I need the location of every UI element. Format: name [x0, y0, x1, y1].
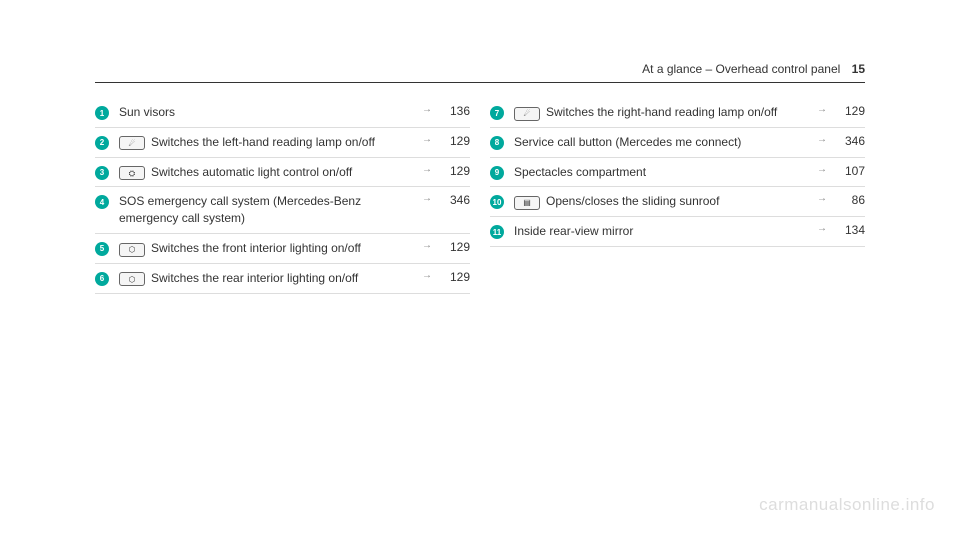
item-label: Switches automatic light control on/off	[151, 165, 352, 179]
item-label: SOS emergency call system (Mercedes-Benz…	[119, 194, 361, 225]
item-number-badge: 1	[95, 106, 109, 120]
item-number-badge: 2	[95, 136, 109, 150]
item-page-ref: 129	[440, 164, 470, 178]
item-number-badge: 3	[95, 166, 109, 180]
arrow-icon: →	[422, 270, 432, 281]
header-divider	[95, 82, 865, 83]
item-label: Sun visors	[119, 105, 175, 119]
list-item: 4 SOS emergency call system (Mercedes-Ben…	[95, 187, 470, 234]
item-description: ⬡ Switches the front interior lighting on…	[119, 240, 414, 257]
arrow-icon: →	[422, 164, 432, 175]
item-text: Inside rear-view mirror	[514, 223, 809, 240]
item-number-badge: 5	[95, 242, 109, 256]
item-label: Switches the rear interior lighting on/o…	[151, 271, 358, 285]
item-label: Switches the right-hand reading lamp on/…	[546, 105, 777, 119]
list-item: 3 ⛭ Switches automatic light control on/of…	[95, 158, 470, 188]
item-label: Inside rear-view mirror	[514, 224, 633, 238]
item-description: SOS emergency call system (Mercedes-Benz…	[119, 193, 414, 227]
item-number-badge: 8	[490, 136, 504, 150]
item-page-ref: 136	[440, 104, 470, 118]
item-description: Sun visors	[119, 104, 414, 121]
list-item: 1 Sun visors → 136	[95, 98, 470, 128]
item-text: ▤ Opens/closes the sliding sunroof	[514, 193, 809, 210]
item-description: Spectacles compartment	[514, 164, 809, 181]
item-label: Spectacles compartment	[514, 165, 646, 179]
item-label: Switches the left-hand reading lamp on/o…	[151, 135, 375, 149]
item-text: ⬡ Switches the front interior lighting on…	[119, 240, 414, 257]
item-text: Spectacles compartment	[514, 164, 809, 181]
item-description: Service call button (Mercedes me connect…	[514, 134, 809, 151]
item-page-ref: 86	[835, 193, 865, 207]
control-icon: ▤	[514, 196, 540, 210]
item-description: ☄ Switches the right-hand reading lamp on…	[514, 104, 809, 121]
list-item: 6 ⬡ Switches the rear interior lighting on…	[95, 264, 470, 294]
page-number: 15	[852, 62, 865, 76]
arrow-icon: →	[817, 134, 827, 145]
item-label: Service call button (Mercedes me connect…	[514, 135, 741, 149]
content-columns: 1 Sun visors → 136 2 ☄ Switches the left-hand …	[95, 98, 865, 294]
list-item: 9 Spectacles compartment → 107	[490, 158, 865, 188]
item-page-ref: 129	[440, 270, 470, 284]
item-text: Sun visors	[119, 104, 414, 121]
item-number-badge: 6	[95, 272, 109, 286]
list-item: 5 ⬡ Switches the front interior lighting o…	[95, 234, 470, 264]
item-description: Inside rear-view mirror	[514, 223, 809, 240]
list-item: 8 Service call button (Mercedes me connec…	[490, 128, 865, 158]
item-page-ref: 129	[440, 240, 470, 254]
control-icon: ⬡	[119, 243, 145, 257]
item-number-badge: 11	[490, 225, 504, 239]
item-label: Switches the front interior lighting on/…	[151, 241, 361, 255]
item-description: ⛭ Switches automatic light control on/off	[119, 164, 414, 181]
control-icon: ⛭	[119, 166, 145, 180]
arrow-icon: →	[817, 164, 827, 175]
section-title: At a glance – Overhead control panel	[642, 62, 840, 76]
item-text: ☄ Switches the right-hand reading lamp on…	[514, 104, 809, 121]
item-description: ⬡ Switches the rear interior lighting on/…	[119, 270, 414, 287]
control-icon: ☄	[514, 107, 540, 121]
item-number-badge: 7	[490, 106, 504, 120]
item-page-ref: 134	[835, 223, 865, 237]
list-item: 2 ☄ Switches the left-hand reading lamp on…	[95, 128, 470, 158]
item-text: ⛭ Switches automatic light control on/off	[119, 164, 414, 181]
arrow-icon: →	[817, 193, 827, 204]
item-page-ref: 129	[440, 134, 470, 148]
list-item: 7 ☄ Switches the right-hand reading lamp o…	[490, 98, 865, 128]
list-item: 10 ▤ Opens/closes the sliding sunroof → 86	[490, 187, 865, 217]
item-number-badge: 9	[490, 166, 504, 180]
arrow-icon: →	[422, 104, 432, 115]
item-number-badge: 10	[490, 195, 504, 209]
arrow-icon: →	[422, 240, 432, 251]
item-text: ☄ Switches the left-hand reading lamp on/…	[119, 134, 414, 151]
list-item: 11 Inside rear-view mirror → 134	[490, 217, 865, 247]
item-page-ref: 129	[835, 104, 865, 118]
item-text: ⬡ Switches the rear interior lighting on/…	[119, 270, 414, 287]
arrow-icon: →	[817, 104, 827, 115]
arrow-icon: →	[422, 193, 432, 204]
left-column: 1 Sun visors → 136 2 ☄ Switches the left-hand …	[95, 98, 470, 294]
item-text: SOS emergency call system (Mercedes-Benz…	[119, 193, 414, 227]
item-description: ☄ Switches the left-hand reading lamp on/…	[119, 134, 414, 151]
item-description: ▤ Opens/closes the sliding sunroof	[514, 193, 809, 210]
item-page-ref: 107	[835, 164, 865, 178]
page-header: At a glance – Overhead control panel 15	[642, 62, 865, 76]
item-label: Opens/closes the sliding sunroof	[546, 194, 719, 208]
arrow-icon: →	[817, 223, 827, 234]
item-page-ref: 346	[835, 134, 865, 148]
item-text: Service call button (Mercedes me connect…	[514, 134, 809, 151]
right-column: 7 ☄ Switches the right-hand reading lamp o…	[490, 98, 865, 294]
watermark: carmanualsonline.info	[759, 495, 935, 515]
item-number-badge: 4	[95, 195, 109, 209]
control-icon: ☄	[119, 136, 145, 150]
item-page-ref: 346	[440, 193, 470, 207]
arrow-icon: →	[422, 134, 432, 145]
control-icon: ⬡	[119, 272, 145, 286]
